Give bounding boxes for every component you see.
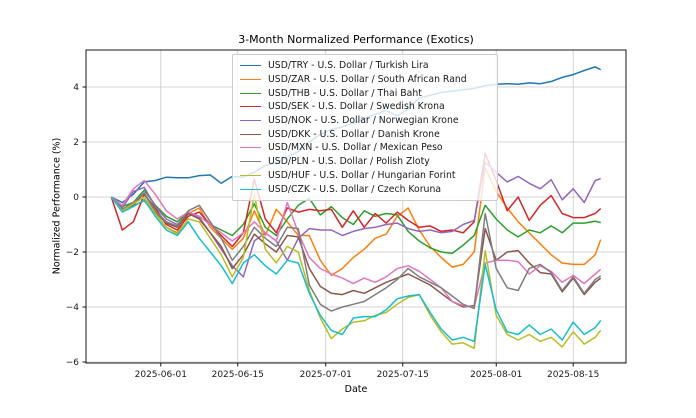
legend-label: USD/HUF - U.S. Dollar / Hungarian Forint (268, 169, 456, 181)
x-axis-label: Date (344, 384, 368, 395)
x-tick-label: 2025-08-01 (470, 370, 522, 380)
x-tick-label: 2025-08-15 (547, 370, 599, 380)
legend-label: USD/NOK - U.S. Dollar / Norwegian Krone (268, 115, 459, 127)
legend-item-usd-thb: USD/THB - U.S. Dollar / Thai Baht (240, 86, 490, 100)
axes-spines (85, 49, 627, 364)
legend-item-usd-zar: USD/ZAR - U.S. Dollar / South African Ra… (240, 73, 490, 87)
legend-item-usd-mxn: USD/MXN - U.S. Dollar / Mexican Peso (240, 141, 490, 155)
x-tick-label: 2025-07-01 (300, 370, 352, 380)
legend: USD/TRY - U.S. Dollar / Turkish Lira USD/… (232, 54, 498, 201)
series-line-usd-czk (110, 196, 602, 343)
series-line-usd-huf (110, 193, 602, 350)
legend-item-usd-nok: USD/NOK - U.S. Dollar / Norwegian Krone (240, 114, 490, 128)
legend-label: USD/MXN - U.S. Dollar / Mexican Peso (268, 142, 443, 154)
legend-line-swatch (240, 133, 261, 135)
legend-line-swatch (240, 92, 261, 94)
legend-line-swatch (240, 188, 261, 190)
series-line-usd-pln (110, 192, 602, 312)
series-line-usd-dkk (110, 192, 602, 308)
series-line-usd-mxn (110, 179, 602, 308)
legend-item-usd-dkk: USD/DKK - U.S. Dollar / Danish Krone (240, 127, 490, 141)
legend-line-swatch (240, 106, 261, 108)
y-tick-label: −2 (66, 248, 79, 258)
legend-line-swatch (240, 147, 261, 149)
chart-title: 3-Month Normalized Performance (Exotics) (238, 33, 474, 46)
legend-item-usd-huf: USD/HUF - U.S. Dollar / Hungarian Forint (240, 169, 490, 183)
legend-label: USD/ZAR - U.S. Dollar / South African Ra… (268, 74, 467, 86)
legend-item-usd-sek: USD/SEK - U.S. Dollar / Swedish Krona (240, 100, 490, 114)
legend-item-usd-czk: USD/CZK - U.S. Dollar / Czech Koruna (240, 182, 490, 196)
legend-line-swatch (240, 79, 261, 81)
legend-label: USD/TRY - U.S. Dollar / Turkish Lira (268, 60, 429, 72)
y-tick-label: 0 (73, 193, 79, 203)
x-tick-label: 2025-07-15 (377, 370, 429, 380)
y-tick-label: −6 (66, 358, 80, 368)
legend-line-swatch (240, 120, 261, 122)
legend-label: USD/DKK - U.S. Dollar / Danish Krone (268, 128, 440, 140)
legend-line-swatch (240, 161, 261, 163)
legend-label: USD/PLN - U.S. Dollar / Polish Zloty (268, 156, 430, 168)
legend-line-swatch (240, 174, 261, 176)
y-tick-label: 2 (73, 138, 79, 148)
legend-item-usd-pln: USD/PLN - U.S. Dollar / Polish Zloty (240, 155, 490, 169)
series-line-usd-zar (110, 167, 602, 277)
y-axis-label: Normalized Performance (%) (51, 137, 63, 275)
legend-label: USD/SEK - U.S. Dollar / Swedish Krona (268, 101, 445, 113)
y-tick-label: 4 (73, 83, 79, 93)
legend-label: USD/CZK - U.S. Dollar / Czech Koruna (268, 183, 442, 195)
x-tick-label: 2025-06-15 (212, 370, 264, 380)
legend-label: USD/THB - U.S. Dollar / Thai Baht (268, 87, 422, 99)
x-tick-label: 2025-06-01 (135, 370, 187, 380)
legend-line-swatch (240, 65, 261, 67)
y-tick-label: −4 (66, 303, 80, 313)
legend-item-usd-try: USD/TRY - U.S. Dollar / Turkish Lira (240, 59, 490, 73)
